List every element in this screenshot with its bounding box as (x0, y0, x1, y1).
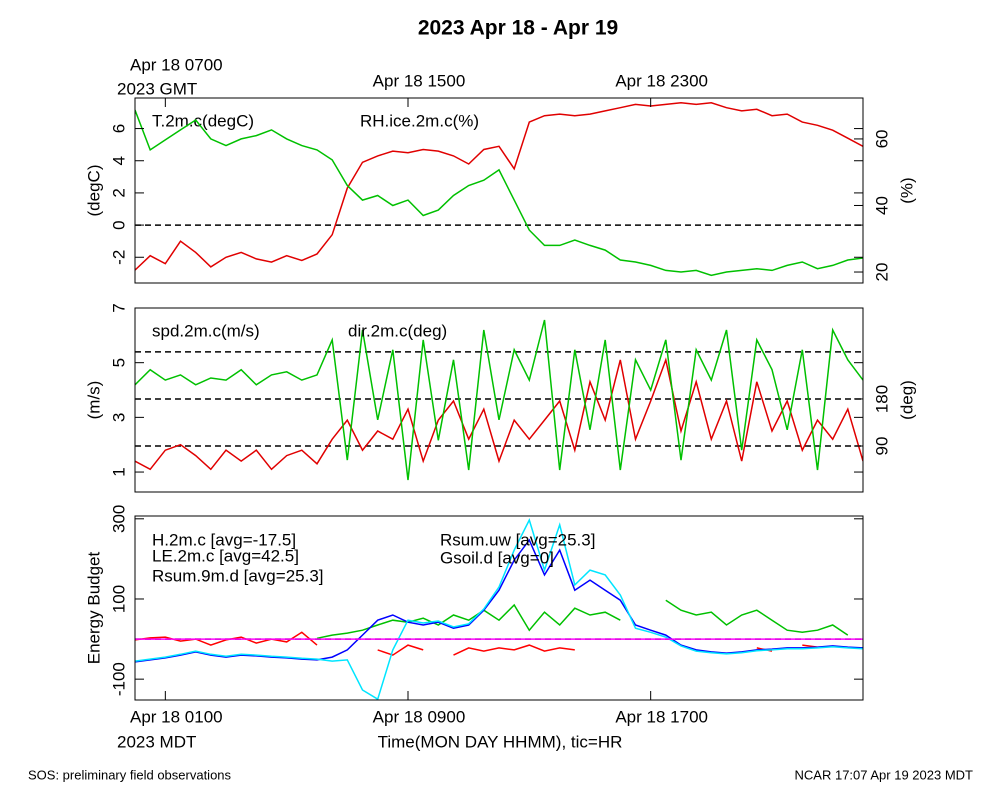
y-tick-label: 6 (109, 124, 128, 133)
legend-label: H.2m.c [avg=-17.5] (152, 530, 296, 549)
legend-label: dir.2m.c(deg) (348, 321, 447, 340)
legend-label: Rsum.9m.d [avg=25.3] (152, 566, 324, 585)
series-line (135, 631, 818, 656)
mdt-label: 2023 MDT (117, 732, 196, 751)
footer-right: NCAR 17:07 Apr 19 2023 MDT (795, 767, 974, 782)
x-tick-label: Apr 18 0900 (373, 707, 466, 726)
y-tick-label: 3 (109, 413, 128, 422)
x2-tick-label: Apr 18 0700 (130, 55, 223, 74)
y-tick-label: -100 (109, 662, 128, 696)
y-tick-label: 1 (109, 467, 128, 476)
legend-label: spd.2m.c(m/s) (152, 321, 260, 340)
y2-tick-label: 60 (872, 129, 891, 148)
series-line (135, 102, 863, 271)
y2-tick-label: 40 (872, 196, 891, 215)
y2-tick-label: 90 (872, 437, 891, 456)
x2-tick-label: Apr 18 1500 (373, 71, 466, 90)
legend-label: Rsum.uw [avg=25.3] (440, 530, 595, 549)
legend-label: T.2m.c(degC) (152, 111, 254, 130)
y-tick-label: 0 (109, 220, 128, 229)
y2-axis-label: (deg) (897, 380, 916, 420)
gmt-label: 2023 GMT (117, 79, 197, 98)
x2-tick-label: Apr 18 2300 (615, 71, 708, 90)
footer-left: SOS: preliminary field observations (28, 767, 232, 782)
y-tick-label: 2 (109, 188, 128, 197)
plot-frame (134, 97, 864, 284)
plot-frame (134, 515, 864, 701)
series-line (135, 538, 863, 663)
y-tick-label: 300 (109, 505, 128, 533)
y-tick-label: 7 (109, 303, 128, 312)
legend-label: LE.2m.c [avg=42.5] (152, 546, 299, 565)
y-axis-label: (m/s) (84, 381, 103, 420)
y-tick-label: 5 (109, 358, 128, 367)
legend-label: Gsoil.d [avg=0] (440, 548, 554, 567)
y2-axis-label: (%) (897, 177, 916, 203)
series-line (316, 599, 849, 640)
legend-label: RH.ice.2m.c(%) (360, 111, 479, 130)
plot-frame (134, 307, 864, 493)
x-tick-label: Apr 18 1700 (615, 707, 708, 726)
chart-title: 2023 Apr 18 - Apr 19 (418, 17, 618, 40)
y-axis-label: (degC) (84, 165, 103, 217)
x-tick-label: Apr 18 0100 (130, 707, 223, 726)
y2-tick-label: 20 (872, 263, 891, 282)
x-axis-label: Time(MON DAY HHMM), tic=HR (378, 732, 623, 751)
y-tick-label: 4 (109, 156, 128, 165)
series-line (135, 357, 863, 471)
y-axis-label: Energy Budget (84, 551, 103, 664)
series-line (135, 517, 863, 700)
y2-tick-label: 180 (872, 385, 891, 413)
y-tick-label: 100 (109, 585, 128, 613)
y-tick-label: -2 (109, 250, 128, 265)
series-line (135, 319, 863, 481)
series-line (135, 109, 863, 277)
